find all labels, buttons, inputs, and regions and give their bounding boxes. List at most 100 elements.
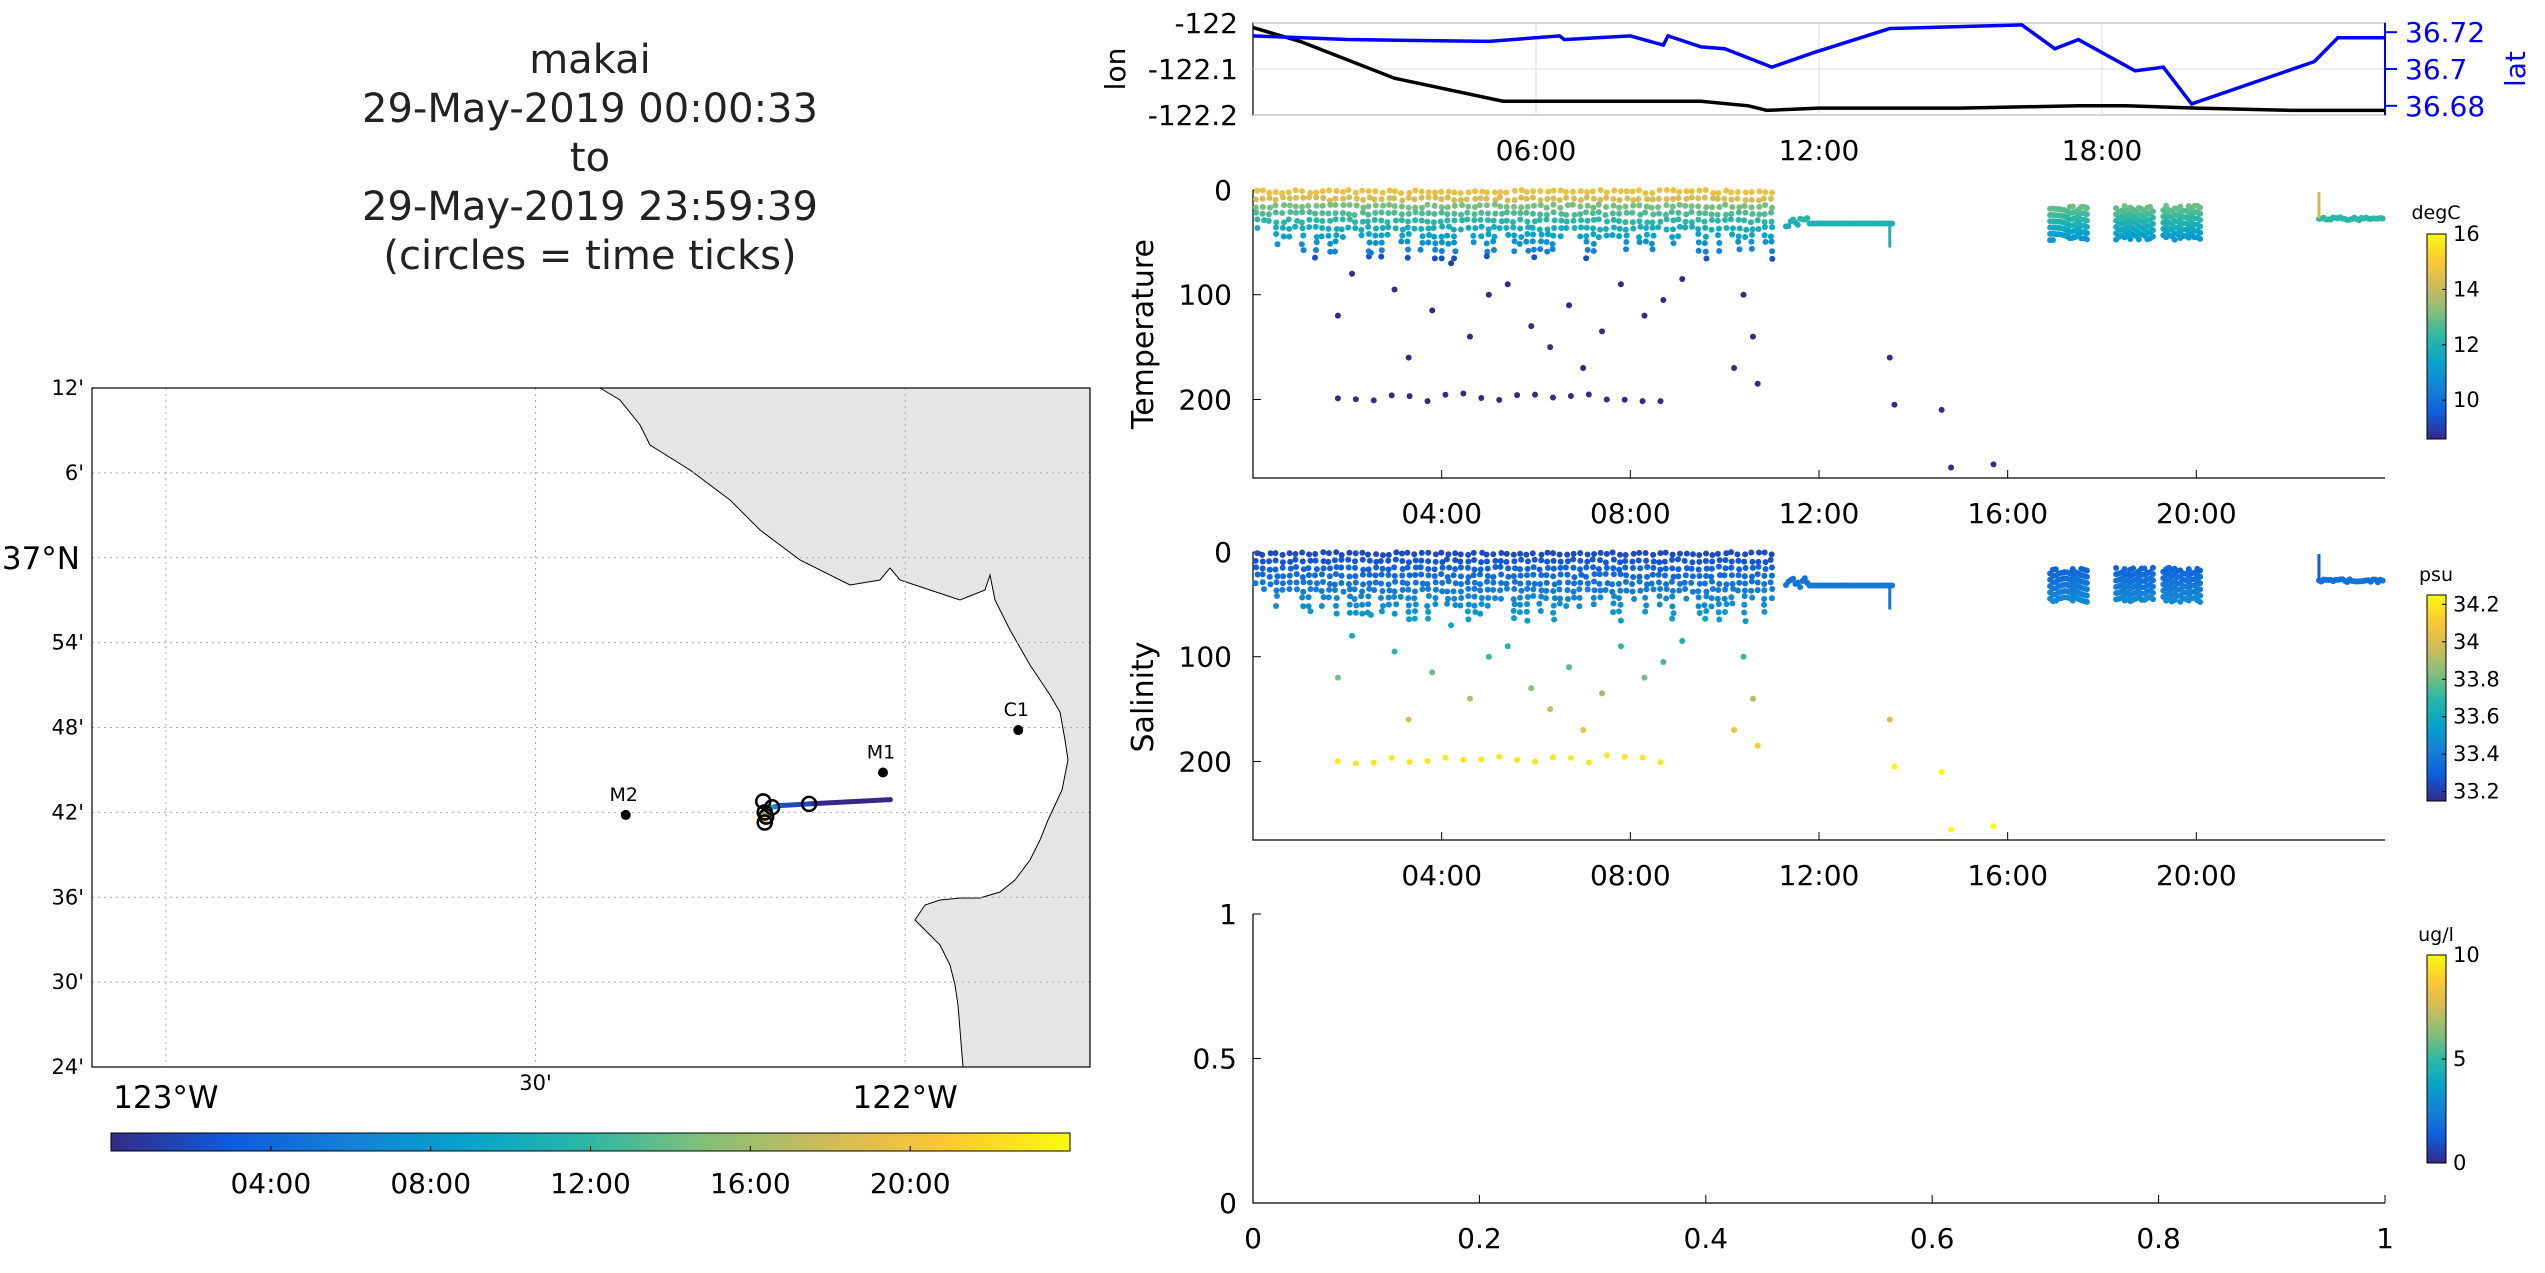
data-point bbox=[1431, 573, 1438, 580]
data-point bbox=[1741, 601, 1748, 608]
data-point bbox=[1285, 189, 1292, 196]
data-point bbox=[1741, 609, 1748, 616]
data-point bbox=[1616, 225, 1623, 232]
data-point bbox=[2149, 577, 2156, 584]
data-point bbox=[1517, 216, 1524, 223]
x-tick-label: 20:00 bbox=[2156, 497, 2237, 530]
data-point bbox=[1577, 550, 1584, 557]
data-point bbox=[1483, 551, 1490, 558]
salinity-ticks: 04:00 08:00 12:00 16:00 20:00 0 100 200 bbox=[1179, 536, 2237, 892]
data-point bbox=[1349, 270, 1356, 277]
data-point bbox=[1623, 209, 1630, 216]
data-point bbox=[1716, 572, 1723, 579]
title-vehicle: makai bbox=[529, 37, 651, 83]
data-point bbox=[1563, 194, 1570, 201]
lonlat-panel: 06:00 12:00 18:00 -122 -122.1 -122.2 36.72 36.7… bbox=[1099, 7, 2532, 167]
map-lat-tick-label: 42' bbox=[52, 800, 85, 824]
data-point bbox=[1577, 557, 1584, 564]
data-point bbox=[1359, 556, 1366, 563]
data-point bbox=[1550, 557, 1557, 564]
data-point bbox=[1319, 202, 1326, 209]
data-point bbox=[1405, 608, 1412, 615]
data-point bbox=[1516, 609, 1523, 616]
data-point bbox=[1286, 586, 1293, 593]
data-point bbox=[1306, 579, 1313, 586]
data-point bbox=[1721, 595, 1728, 602]
data-point bbox=[1517, 210, 1524, 217]
data-point bbox=[1728, 189, 1735, 196]
data-point bbox=[1451, 217, 1458, 224]
data-point bbox=[1682, 202, 1689, 209]
data-point bbox=[1399, 226, 1406, 233]
data-point bbox=[1749, 558, 1756, 565]
map-lat-tick-label: 54' bbox=[52, 631, 85, 655]
data-point bbox=[1391, 610, 1398, 617]
data-point bbox=[1325, 550, 1332, 557]
data-point bbox=[1299, 549, 1306, 556]
y-tick-label: 100 bbox=[1179, 641, 1232, 674]
data-point bbox=[1425, 225, 1432, 232]
data-point bbox=[1305, 594, 1312, 601]
data-point bbox=[1378, 580, 1385, 587]
temperature-axes bbox=[1252, 190, 2385, 479]
data-point bbox=[1714, 211, 1721, 218]
data-point bbox=[2197, 592, 2204, 599]
map-tick-labels: 123°W 30' 122°W 12' 6' 37°N 54' 48' 42' 36' 30' 24' bbox=[2, 376, 958, 1116]
data-point bbox=[1703, 588, 1710, 595]
data-point bbox=[1617, 601, 1624, 608]
data-point bbox=[1629, 209, 1636, 216]
data-point bbox=[1623, 246, 1630, 253]
data-point bbox=[1503, 580, 1510, 587]
data-point bbox=[1492, 210, 1499, 217]
data-point bbox=[1457, 190, 1464, 197]
data-point bbox=[1393, 601, 1400, 608]
data-point bbox=[1648, 204, 1655, 211]
data-point bbox=[1457, 602, 1464, 609]
data-point bbox=[1545, 188, 1552, 195]
data-point bbox=[1492, 197, 1499, 204]
data-point bbox=[1359, 218, 1366, 225]
data-point bbox=[1657, 398, 1664, 405]
data-point bbox=[1412, 601, 1419, 608]
data-point bbox=[1327, 217, 1334, 224]
data-point bbox=[1259, 579, 1266, 586]
data-point bbox=[1551, 581, 1558, 588]
data-point bbox=[1622, 203, 1629, 210]
data-point bbox=[1577, 233, 1584, 240]
data-point bbox=[1392, 225, 1399, 232]
figure-title: makai 29-May-2019 00:00:33 to 29-May-201… bbox=[300, 36, 880, 281]
data-point bbox=[1265, 217, 1272, 224]
map-lon-tick-label: 30' bbox=[519, 1071, 552, 1095]
data-point bbox=[1742, 551, 1749, 558]
data-point bbox=[1525, 247, 1532, 254]
data-point bbox=[1762, 238, 1769, 245]
data-point bbox=[1332, 202, 1339, 209]
data-point bbox=[1610, 202, 1617, 209]
data-point bbox=[1439, 579, 1446, 586]
data-point bbox=[1630, 225, 1637, 232]
data-point bbox=[1418, 557, 1425, 564]
data-point bbox=[2149, 220, 2156, 227]
lon-tick-label: -122.2 bbox=[1148, 99, 1238, 132]
data-point bbox=[1418, 217, 1425, 224]
data-point bbox=[1452, 580, 1459, 587]
data-point bbox=[1333, 564, 1340, 571]
data-point bbox=[1405, 354, 1412, 361]
data-point bbox=[1657, 759, 1664, 766]
data-point bbox=[1458, 581, 1465, 588]
data-point bbox=[1629, 588, 1636, 595]
data-point bbox=[1411, 225, 1418, 232]
data-point bbox=[1252, 204, 1259, 211]
data-point bbox=[1444, 194, 1451, 201]
data-point bbox=[1722, 586, 1729, 593]
data-point bbox=[1438, 549, 1445, 556]
data-point bbox=[1564, 587, 1571, 594]
data-point bbox=[1688, 209, 1695, 216]
data-point bbox=[2149, 571, 2156, 578]
data-point bbox=[1715, 225, 1722, 232]
data-point bbox=[1281, 219, 1288, 226]
data-point bbox=[1610, 224, 1617, 231]
data-point bbox=[1412, 204, 1419, 211]
data-point bbox=[1571, 580, 1578, 587]
map-stations: M2 M1 C1 bbox=[610, 699, 1029, 820]
